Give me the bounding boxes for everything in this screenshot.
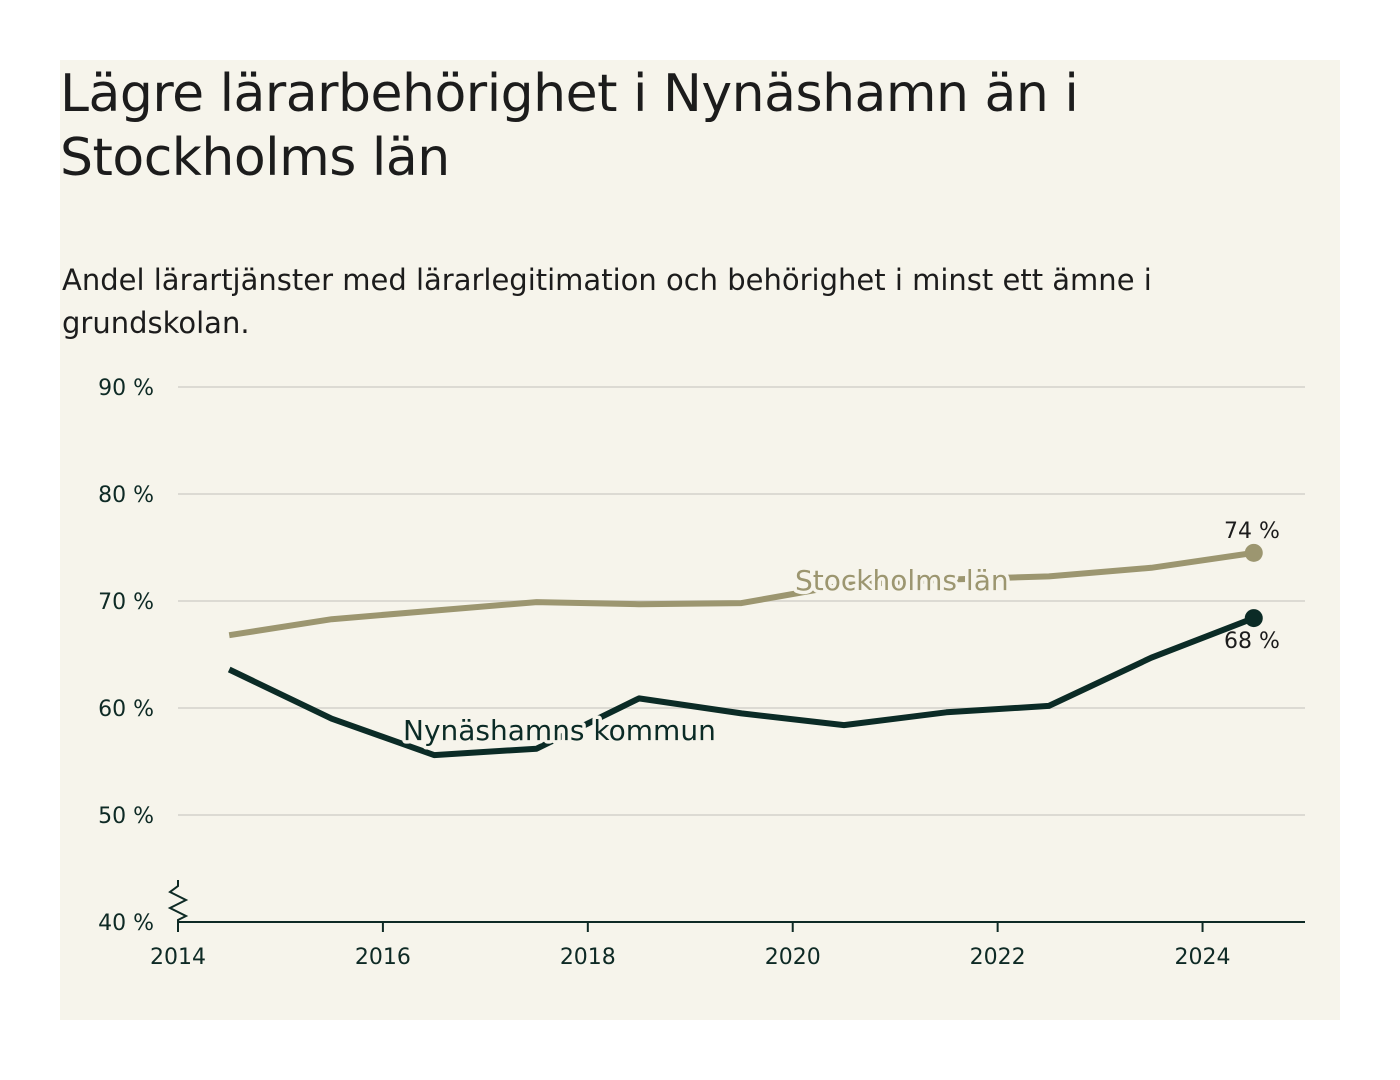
y-tick-label: 60 % bbox=[98, 697, 154, 722]
series-label-nynashamn: Nynäshamns kommun bbox=[403, 714, 716, 747]
end-point-nynashamn bbox=[1244, 609, 1263, 628]
axes: 40 % 50 % 60 % 70 % 80 % 90 % 2014 2016 2018 2020… bbox=[98, 376, 1305, 970]
chart-title: Lägre lärarbehörighet i Nynäshamn än i S… bbox=[60, 64, 1079, 188]
series-label-stockholm: Stockholms län bbox=[795, 564, 1009, 597]
series-lines bbox=[227, 543, 1263, 759]
y-tick-label: 70 % bbox=[98, 590, 154, 615]
chart-subtitle: Andel lärartjänster med lärarlegitimatio… bbox=[62, 263, 1152, 340]
x-tick-label: 2018 bbox=[560, 945, 616, 970]
series-labels: Stockholms län 74 % Nynäshamns kommun 68 % bbox=[400, 519, 1280, 751]
axis-break-icon bbox=[167, 880, 189, 922]
chart-card bbox=[60, 60, 1340, 1020]
end-point-stockholm bbox=[1244, 543, 1263, 562]
y-tick-label: 90 % bbox=[98, 376, 154, 401]
end-value-label-nynashamn: 68 % bbox=[1224, 629, 1280, 654]
x-tick-label: 2020 bbox=[765, 945, 821, 970]
y-tick-label: 50 % bbox=[98, 804, 154, 829]
x-tick-label: 2014 bbox=[150, 945, 206, 970]
y-tick-label: 80 % bbox=[98, 483, 154, 508]
series-line-stockholm bbox=[228, 549, 1255, 639]
y-tick-label: 40 % bbox=[98, 911, 154, 936]
end-value-label-stockholm: 74 % bbox=[1224, 519, 1280, 544]
x-tick-label: 2022 bbox=[970, 945, 1026, 970]
series-line-nynashamn bbox=[227, 615, 1255, 759]
x-tick-label: 2024 bbox=[1175, 945, 1231, 970]
x-tick-label: 2016 bbox=[355, 945, 411, 970]
